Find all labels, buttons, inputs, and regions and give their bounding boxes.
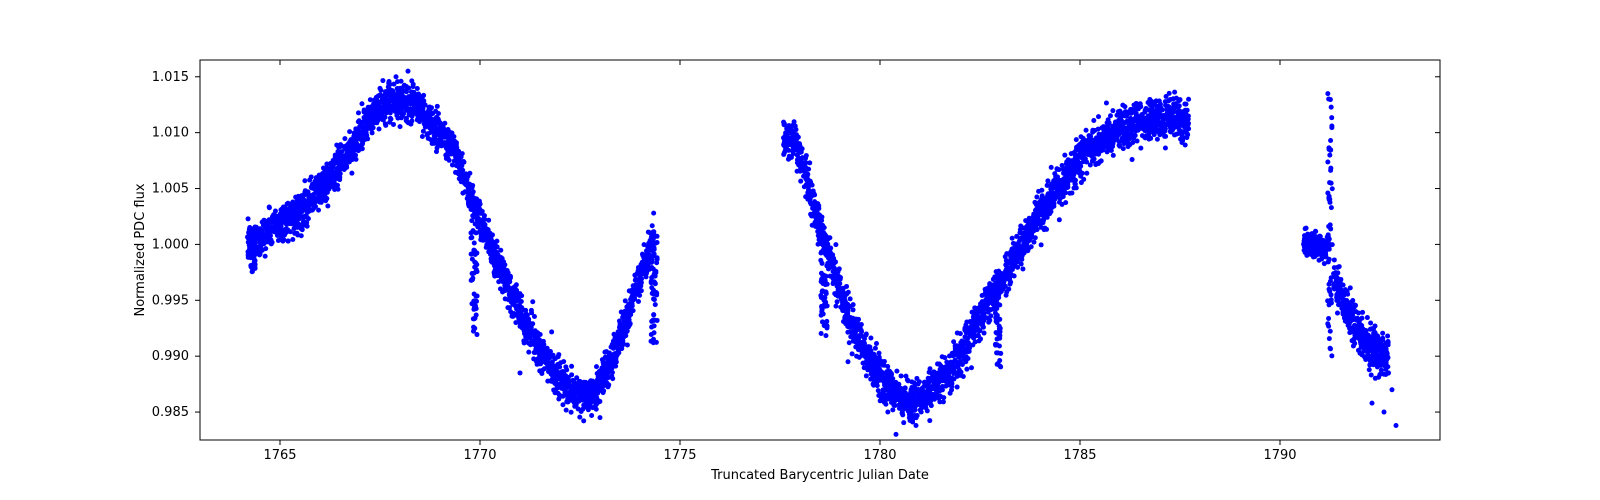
x-tick-label: 1765: [263, 448, 296, 463]
y-tick-label: 1.005: [152, 182, 189, 197]
x-tick-label: 1775: [663, 448, 696, 463]
x-axis-label: Truncated Barycentric Julian Date: [710, 468, 929, 483]
chart-svg: 1765 1770 1775 1780 1785 1790 0.985 0.990 0.995 1…: [0, 0, 1600, 500]
y-tick-label: 1.000: [152, 237, 189, 252]
x-tick-label: 1780: [863, 448, 896, 463]
flux-lightcurve-chart: 1765 1770 1775 1780 1785 1790 0.985 0.990 0.995 1…: [0, 0, 1600, 500]
x-tick-label: 1770: [463, 448, 496, 463]
y-tick-label: 0.985: [152, 405, 189, 420]
scatter-points: [245, 69, 1399, 437]
y-tick-label: 0.990: [152, 349, 189, 364]
x-tick-label: 1790: [1263, 448, 1296, 463]
y-tick-label: 1.010: [152, 126, 189, 141]
y-axis-label: Normalized PDC flux: [133, 183, 148, 316]
y-tick-label: 1.015: [152, 70, 189, 85]
y-tick-label: 0.995: [152, 293, 189, 308]
x-tick-label: 1785: [1063, 448, 1096, 463]
